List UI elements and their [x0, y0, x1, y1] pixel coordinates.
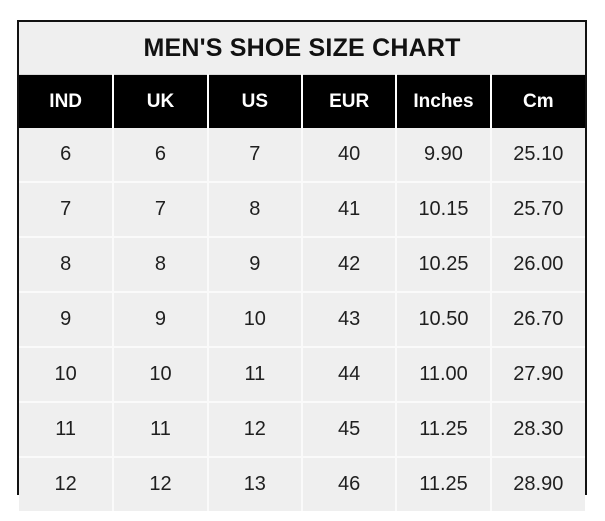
column-header-eur: EUR	[301, 74, 398, 128]
cell-cm: 28.30	[490, 401, 585, 457]
cell-uk: 11	[113, 401, 209, 457]
cell-ind: 8	[19, 236, 115, 292]
cell-ind: 9	[19, 291, 115, 347]
cell-uk: 9	[113, 291, 209, 347]
cell-cm: 26.70	[490, 291, 585, 347]
cell-uk: 10	[113, 346, 209, 402]
cell-ind: 12	[19, 456, 115, 511]
table-row: 6 6 7 40 9.90 25.10	[19, 128, 585, 182]
column-header-uk: UK	[113, 74, 209, 128]
table-header-row: IND UK US EUR Inches Cm	[19, 74, 585, 128]
cell-uk: 6	[113, 128, 209, 182]
cell-us: 7	[207, 128, 303, 182]
cell-us: 8	[207, 181, 303, 237]
cell-us: 13	[207, 456, 303, 511]
table-title-row: MEN'S SHOE SIZE CHART	[19, 22, 585, 75]
table-row: 9 9 10 43 10.50 26.70	[19, 291, 585, 347]
cell-us: 10	[207, 291, 303, 347]
cell-inches: 11.00	[396, 346, 492, 402]
cell-eur: 40	[301, 128, 398, 182]
table-head: MEN'S SHOE SIZE CHART IND UK US EUR Inch…	[19, 22, 585, 128]
chart-title: MEN'S SHOE SIZE CHART	[19, 22, 585, 75]
cell-us: 9	[207, 236, 303, 292]
table-row: 7 7 8 41 10.15 25.70	[19, 181, 585, 237]
cell-inches: 9.90	[396, 128, 492, 182]
cell-eur: 44	[301, 346, 398, 402]
cell-cm: 25.70	[490, 181, 585, 237]
cell-eur: 45	[301, 401, 398, 457]
cell-ind: 7	[19, 181, 115, 237]
column-header-inches: Inches	[396, 74, 492, 128]
table-row: 10 10 11 44 11.00 27.90	[19, 346, 585, 402]
cell-uk: 8	[113, 236, 209, 292]
cell-ind: 11	[19, 401, 115, 457]
column-header-ind: IND	[19, 74, 115, 128]
cell-eur: 43	[301, 291, 398, 347]
cell-inches: 10.15	[396, 181, 492, 237]
table-row: 11 11 12 45 11.25 28.30	[19, 401, 585, 457]
table-body: 6 6 7 40 9.90 25.10 7 7 8 41 10.15 25.70…	[19, 128, 585, 511]
cell-inches: 11.25	[396, 401, 492, 457]
cell-inches: 10.50	[396, 291, 492, 347]
cell-inches: 10.25	[396, 236, 492, 292]
column-header-cm: Cm	[490, 74, 585, 128]
cell-cm: 28.90	[490, 456, 585, 511]
size-chart-container: MEN'S SHOE SIZE CHART IND UK US EUR Inch…	[17, 20, 587, 511]
cell-eur: 41	[301, 181, 398, 237]
table-row: 8 8 9 42 10.25 26.00	[19, 236, 585, 292]
table-row: 12 12 13 46 11.25 28.90	[19, 456, 585, 511]
cell-inches: 11.25	[396, 456, 492, 511]
cell-eur: 46	[301, 456, 398, 511]
cell-cm: 25.10	[490, 128, 585, 182]
cell-uk: 12	[113, 456, 209, 511]
cell-us: 11	[207, 346, 303, 402]
cell-ind: 6	[19, 128, 115, 182]
cell-us: 12	[207, 401, 303, 457]
cell-eur: 42	[301, 236, 398, 292]
cell-ind: 10	[19, 346, 115, 402]
cell-cm: 27.90	[490, 346, 585, 402]
column-header-us: US	[207, 74, 303, 128]
cell-cm: 26.00	[490, 236, 585, 292]
shoe-size-table: MEN'S SHOE SIZE CHART IND UK US EUR Inch…	[19, 22, 585, 511]
cell-uk: 7	[113, 181, 209, 237]
